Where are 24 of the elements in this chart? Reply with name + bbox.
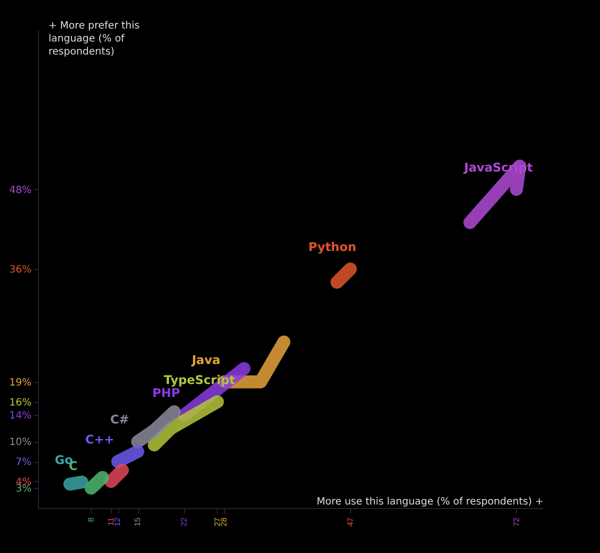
y-tick-label: 3% (16, 484, 32, 495)
x-axis-title: More use this language (% of respondents) + (316, 496, 544, 508)
series-label: C# (110, 412, 130, 427)
y-tick-label: 19% (9, 377, 32, 388)
x-tick-label: 11 (106, 516, 116, 526)
y-tick-label: 14% (9, 410, 32, 422)
y-tick-label: 48% (9, 184, 32, 196)
x-tick-label: 8 (86, 516, 96, 522)
y-tick-label: 10% (9, 437, 32, 448)
y-axis-title: + More prefer this language (% of respondents) (48, 20, 140, 58)
x-tick-label: 28 (220, 516, 229, 526)
x-tick-label: 72 (512, 516, 521, 526)
x-tick-label: 15 (133, 516, 142, 526)
x-tick-label: 12 (113, 516, 122, 526)
series-label: PHP (152, 386, 180, 400)
x-tick-label: 27 (212, 516, 222, 526)
series-label: Java (190, 352, 220, 367)
series-label: C++ (85, 432, 114, 447)
y-tick-label: 7% (16, 457, 32, 468)
y-tick-label: 36% (9, 264, 32, 276)
x-tick-label: 47 (346, 516, 355, 526)
x-tick-label: 22 (180, 516, 189, 526)
y-tick-label: 16% (9, 397, 32, 408)
series-label: Python (308, 240, 356, 254)
